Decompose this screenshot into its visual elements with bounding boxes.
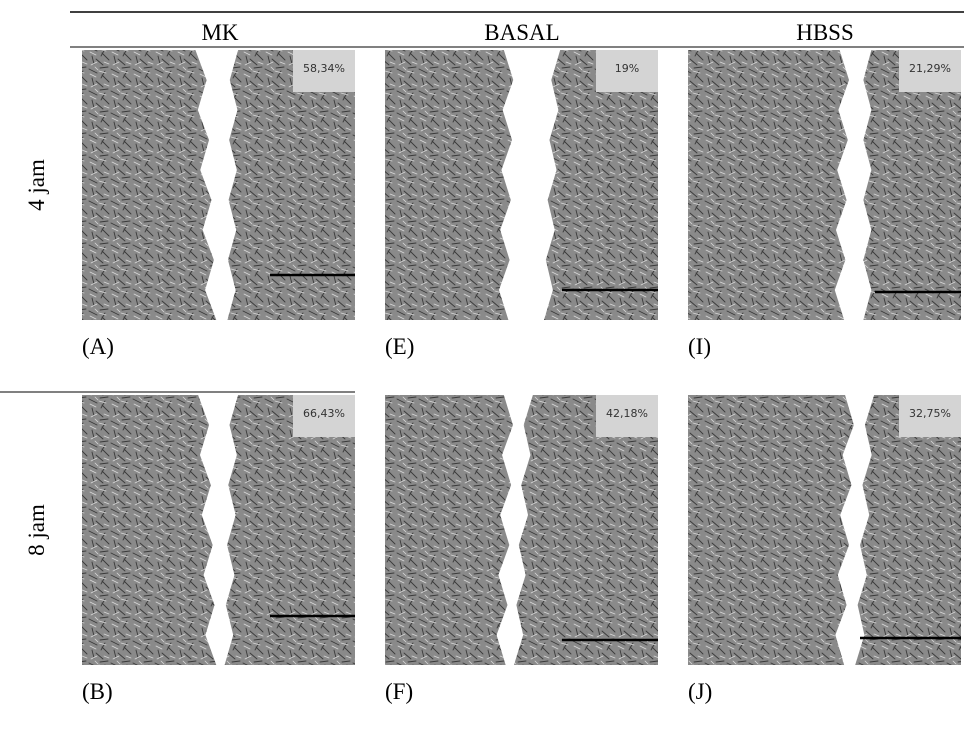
percent-label: 21,29% — [909, 62, 951, 75]
column-header: BASAL — [484, 20, 559, 45]
percent-label: 42,18% — [606, 407, 648, 420]
column-header: MK — [201, 20, 238, 45]
percent-label: 66,43% — [303, 407, 345, 420]
percent-label: 58,34% — [303, 62, 345, 75]
panel-letter: (B) — [82, 679, 113, 704]
column-header: HBSS — [796, 20, 854, 45]
panel-letter: (A) — [82, 334, 114, 359]
row-label: 4 jam — [24, 159, 49, 211]
figure: MK BASAL HBSS 4 jam 58,34% (A) 19% (E) 21,29% (I)… — [0, 0, 964, 735]
panel-letter: (J) — [688, 679, 712, 704]
row-label: 8 jam — [24, 504, 49, 556]
panel-letter: (E) — [385, 334, 414, 359]
panel-letter: (F) — [385, 679, 413, 704]
panel-letter: (I) — [688, 334, 711, 359]
percent-label: 32,75% — [909, 407, 951, 420]
percent-label: 19% — [615, 62, 639, 75]
